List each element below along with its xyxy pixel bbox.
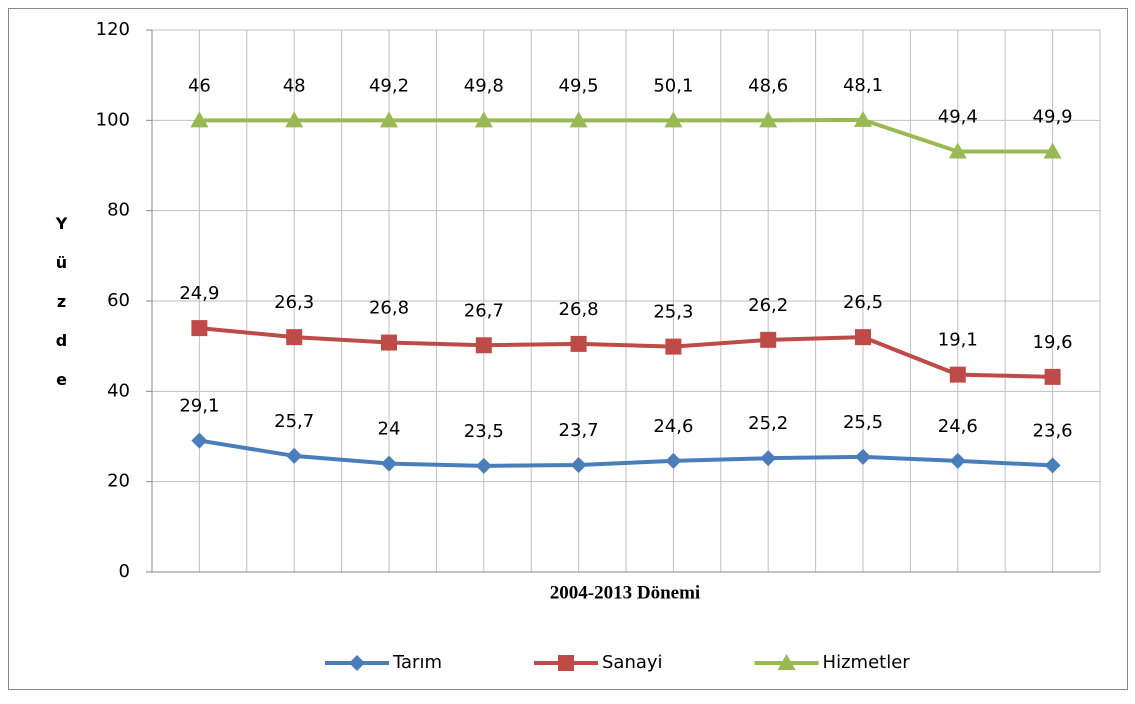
marker <box>570 335 587 352</box>
data-label: 26,2 <box>748 295 788 316</box>
marker <box>380 111 398 128</box>
marker <box>474 111 493 128</box>
x-axis-title: 2004-2013 Dönemi <box>550 582 700 603</box>
marker <box>557 655 574 671</box>
data-label: 26,8 <box>559 299 599 320</box>
data-label: 23,7 <box>559 420 599 441</box>
data-label: 49,8 <box>464 75 504 96</box>
data-label: 25,7 <box>274 411 314 432</box>
data-label: 23,6 <box>1033 420 1073 441</box>
marker <box>777 654 796 670</box>
data-label: 48 <box>283 75 306 96</box>
data-label: 49,5 <box>559 75 599 96</box>
data-label: 23,5 <box>464 421 504 442</box>
marker <box>949 452 966 469</box>
data-label: 46 <box>188 75 211 96</box>
marker <box>760 331 777 348</box>
marker <box>190 111 209 128</box>
marker <box>1044 368 1061 385</box>
data-label: 26,7 <box>464 300 504 321</box>
y-axis-title: Yüzde <box>52 214 71 409</box>
marker <box>665 452 682 469</box>
data-label: 26,5 <box>843 292 883 313</box>
marker <box>949 366 966 383</box>
data-label: 24 <box>378 419 401 440</box>
data-label: 25,5 <box>843 412 883 433</box>
marker <box>475 337 492 354</box>
data-label: 50,1 <box>653 75 693 96</box>
data-label: 25,3 <box>653 302 693 323</box>
marker <box>381 455 397 472</box>
data-label: 19,1 <box>938 330 978 351</box>
marker <box>381 334 397 351</box>
legend-label: Tarım <box>392 652 442 673</box>
y-tick-label: 120 <box>96 19 130 40</box>
data-label: 25,2 <box>748 413 788 434</box>
marker <box>569 111 588 128</box>
legend-label: Sanayi <box>602 652 663 673</box>
data-label: 49,2 <box>369 75 409 96</box>
y-tick-label: 0 <box>119 561 130 582</box>
marker <box>759 111 778 128</box>
marker <box>665 338 682 355</box>
data-label: 29,1 <box>179 396 219 417</box>
data-label: 48,6 <box>748 75 788 96</box>
y-tick-label: 60 <box>107 290 130 311</box>
marker <box>760 450 777 467</box>
data-label: 26,8 <box>369 298 409 319</box>
marker <box>854 110 872 127</box>
data-label: 24,9 <box>179 283 219 304</box>
marker <box>475 457 492 474</box>
series-line <box>199 438 1053 468</box>
marker <box>1043 142 1062 159</box>
data-label: 48,1 <box>843 75 883 96</box>
data-label: 24,6 <box>938 416 978 437</box>
data-label: 24,6 <box>653 416 693 437</box>
marker <box>191 432 208 449</box>
series-line <box>199 326 1053 379</box>
data-label: 49,9 <box>1033 106 1073 127</box>
y-tick-label: 80 <box>107 200 130 221</box>
marker <box>349 655 365 671</box>
y-tick-label: 40 <box>107 380 130 401</box>
marker <box>855 448 871 465</box>
marker <box>855 329 871 346</box>
data-label: 26,3 <box>274 292 314 313</box>
data-label: 19,6 <box>1033 332 1073 353</box>
marker <box>285 111 304 128</box>
y-tick-label: 100 <box>96 109 130 130</box>
data-label: 49,4 <box>938 106 978 127</box>
series-line <box>199 117 1053 154</box>
marker <box>191 320 208 337</box>
marker <box>570 456 587 473</box>
marker <box>286 447 303 464</box>
marker <box>1044 457 1061 474</box>
marker <box>286 329 303 346</box>
legend-label: Hizmetler <box>823 652 911 673</box>
marker <box>948 142 967 159</box>
marker <box>664 111 683 128</box>
y-tick-label: 20 <box>107 471 130 492</box>
